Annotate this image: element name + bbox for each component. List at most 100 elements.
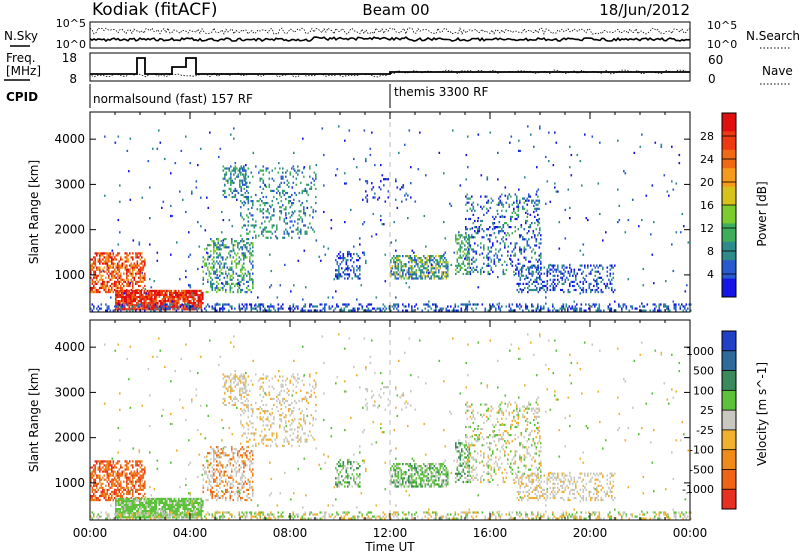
heatmap-cell xyxy=(247,216,250,219)
heatmap-cell xyxy=(124,295,126,299)
heatmap-cell xyxy=(396,271,398,274)
heatmap-cell xyxy=(131,499,134,503)
heatmap-cell xyxy=(439,259,442,262)
heatmap-cell xyxy=(133,472,136,475)
heatmap-cell xyxy=(432,255,434,258)
heatmap-cell xyxy=(652,309,655,312)
heatmap-cell xyxy=(134,300,137,303)
heatmap-cell xyxy=(130,464,133,467)
heatmap-cell xyxy=(176,241,178,244)
heatmap-cell xyxy=(213,282,215,285)
heatmap-cell xyxy=(564,270,567,273)
heatmap-cell xyxy=(134,293,137,297)
heatmap-cell xyxy=(208,482,211,485)
heatmap-cell xyxy=(133,268,136,271)
heatmap-cell xyxy=(442,255,445,258)
heatmap-cell xyxy=(270,305,272,308)
heatmap-cell xyxy=(210,272,212,275)
heatmap-cell xyxy=(238,242,241,245)
heatmap-cell xyxy=(182,516,185,519)
heatmap-cell xyxy=(187,300,189,303)
heatmap-cell xyxy=(234,284,236,288)
heatmap-cell xyxy=(187,510,189,513)
heatmap-cell xyxy=(115,291,117,295)
heatmap-cell xyxy=(163,300,165,303)
heatmap-cell xyxy=(442,273,445,276)
heatmap-cell xyxy=(108,460,110,463)
heatmap-cell xyxy=(303,175,305,178)
heatmap-cell xyxy=(531,250,533,253)
heatmap-cell xyxy=(190,302,192,305)
heatmap-cell xyxy=(143,302,146,305)
heatmap-cell xyxy=(383,178,385,181)
heatmap-cell xyxy=(140,508,143,511)
heatmap-cell xyxy=(246,185,248,188)
heatmap-cell xyxy=(531,288,534,292)
heatmap-cell xyxy=(249,288,251,292)
heatmap-cell xyxy=(142,501,144,505)
heatmap-cell xyxy=(673,303,676,306)
heatmap-cell xyxy=(600,280,603,283)
heatmap-cell xyxy=(664,305,667,308)
heatmap-cell xyxy=(148,293,150,297)
heatmap-cell xyxy=(303,206,305,209)
heatmap-cell xyxy=(160,293,162,297)
heatmap-cell xyxy=(465,217,467,221)
heatmap-cell xyxy=(158,501,161,505)
heatmap-cell xyxy=(115,512,117,515)
heatmap-cell xyxy=(315,309,317,312)
heatmap-cell xyxy=(354,273,357,276)
heatmap-cell xyxy=(97,260,100,263)
heatmap-cell xyxy=(390,259,392,262)
cpid-label: CPID xyxy=(6,90,38,104)
heatmap-cell xyxy=(304,305,307,308)
heatmap-cell xyxy=(132,484,134,487)
heatmap-cell xyxy=(116,289,119,292)
heatmap-cell xyxy=(136,470,139,473)
heatmap-cell xyxy=(123,284,125,288)
heatmap-cell xyxy=(249,181,251,184)
heatmap-cell xyxy=(211,490,214,493)
heatmap-cell xyxy=(96,482,98,485)
heatmap-cell xyxy=(187,291,189,295)
heatmap-cell xyxy=(151,289,153,292)
heatmap-cell xyxy=(124,506,126,509)
heatmap-cell xyxy=(513,270,515,273)
heatmap-cell xyxy=(499,258,502,261)
heatmap-cell xyxy=(118,516,120,519)
heatmap-cell xyxy=(489,238,491,241)
heatmap-cell xyxy=(214,452,217,455)
heatmap-cell xyxy=(507,224,509,227)
heatmap-cell xyxy=(188,304,191,307)
heatmap-cell xyxy=(106,466,109,469)
heatmap-cell xyxy=(133,512,135,515)
heatmap-cell xyxy=(465,254,468,257)
heatmap-cell xyxy=(347,253,349,256)
heatmap-cell xyxy=(115,289,117,292)
heatmap-cell xyxy=(658,303,661,306)
heatmap-cell xyxy=(232,256,235,259)
heatmap-cell xyxy=(285,217,288,220)
heatmap-cell xyxy=(235,266,238,269)
heatmap-cell xyxy=(285,212,287,215)
heatmap-cell xyxy=(116,501,119,505)
heatmap-cell xyxy=(123,262,125,265)
heatmap-cell xyxy=(475,232,478,235)
heatmap-cell xyxy=(216,270,218,273)
heatmap-cell xyxy=(424,267,427,270)
heatmap-cell xyxy=(211,288,214,292)
heatmap-cell xyxy=(143,503,146,507)
heatmap-cell xyxy=(127,512,129,515)
heatmap-cell xyxy=(198,245,201,248)
heatmap-cell xyxy=(131,291,134,295)
heatmap-cell xyxy=(243,282,245,285)
heatmap-cell xyxy=(151,295,153,299)
heatmap-cell xyxy=(222,244,224,247)
heatmap-cell xyxy=(498,260,500,263)
heatmap-cell xyxy=(145,506,147,509)
heatmap-cell xyxy=(169,499,171,503)
heatmap-cell xyxy=(123,492,125,496)
heatmap-cell xyxy=(108,260,110,263)
heatmap-cell xyxy=(126,486,128,489)
heatmap-cell xyxy=(276,296,279,299)
